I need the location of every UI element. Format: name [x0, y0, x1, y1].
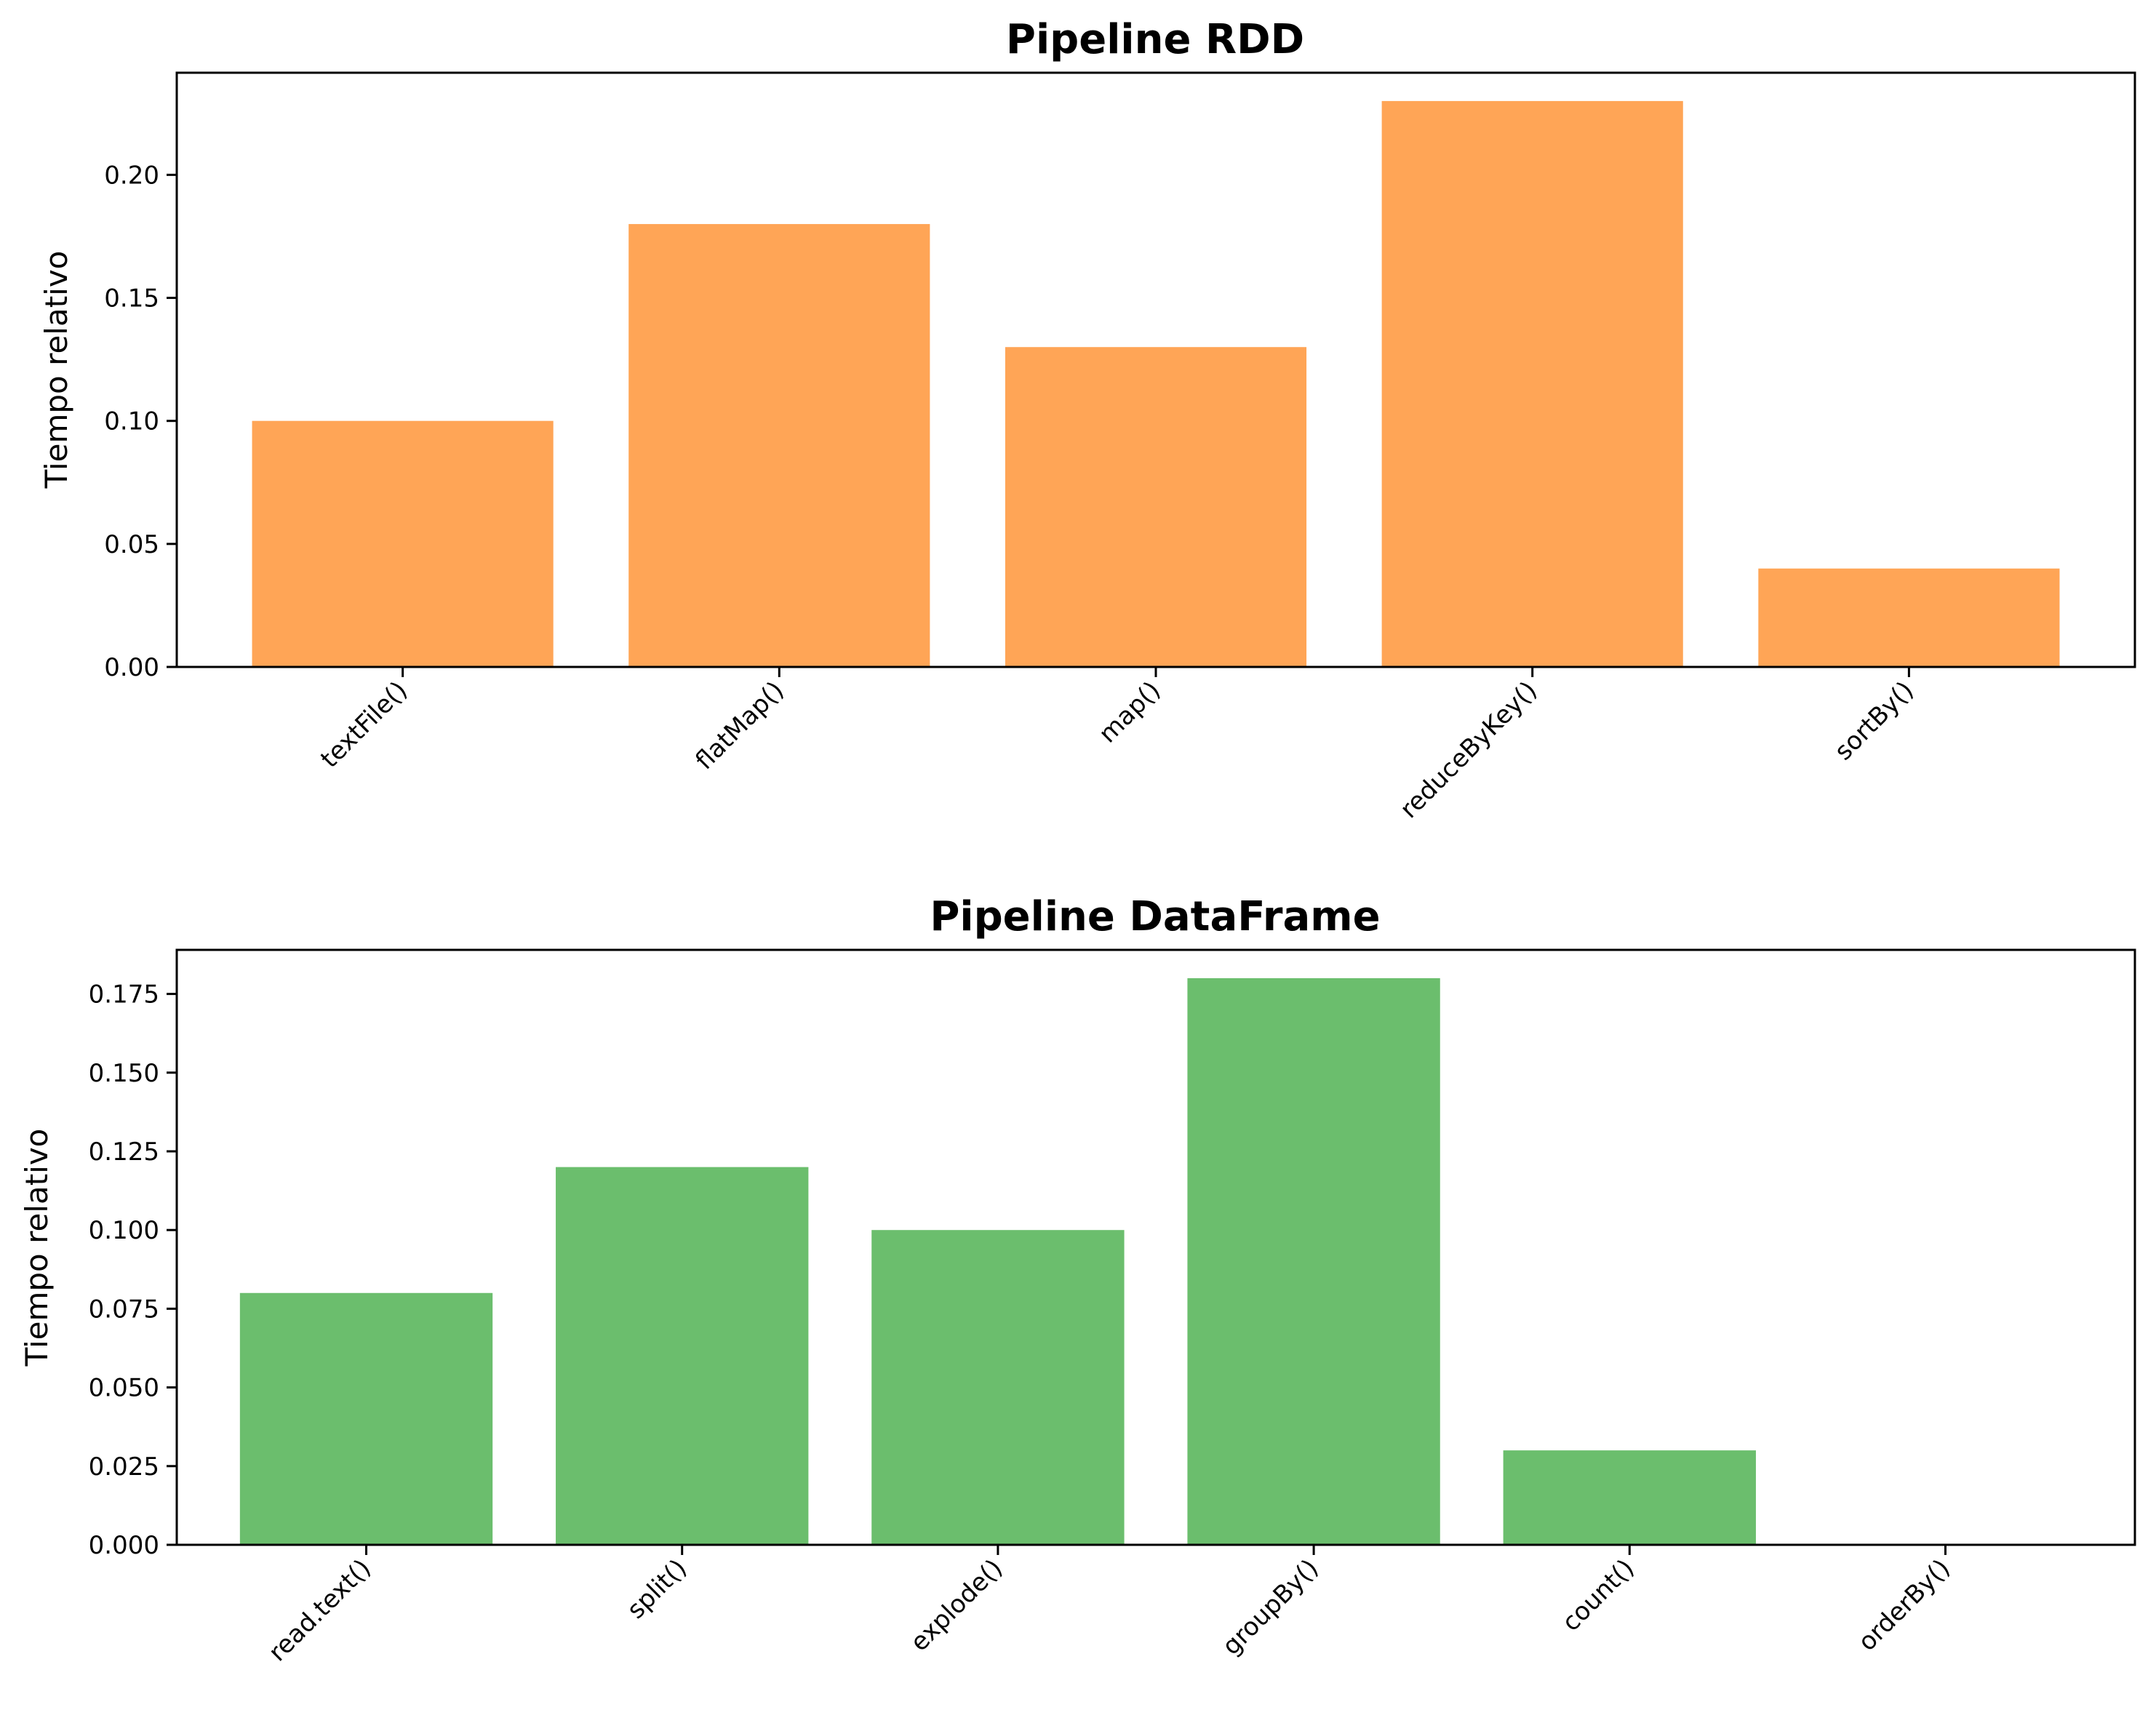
y-tick-label: 0.00	[104, 653, 159, 682]
bar-group	[252, 100, 2060, 667]
bar	[1381, 100, 1683, 667]
y-tick-label: 0.20	[104, 161, 159, 190]
y-tick-label: 0.025	[89, 1452, 159, 1482]
y-tick-label: 0.150	[89, 1059, 159, 1088]
chart-pipeline-rdd: Pipeline RDD Tiempo relativo 0.00 0.05 0.1…	[39, 16, 2136, 824]
bar	[556, 1167, 809, 1545]
y-tick-label: 0.05	[104, 530, 159, 559]
y-tick-label: 0.075	[89, 1295, 159, 1324]
y-axis-ticks: 0.000 0.025 0.050 0.075 0.100 0.125 0.150 0.175	[89, 980, 177, 1560]
y-tick-label: 0.100	[89, 1216, 159, 1245]
bar	[1005, 347, 1307, 667]
bar	[252, 420, 554, 667]
y-axis-label: Tiempo relativo	[39, 251, 74, 489]
bar	[239, 1292, 493, 1545]
bar	[1503, 1450, 1756, 1545]
y-axis-label: Tiempo relativo	[19, 1129, 55, 1367]
y-tick-label: 0.125	[89, 1138, 159, 1167]
y-tick-label: 0.15	[104, 284, 159, 313]
svg-text:Tiempo relativo: Tiempo relativo	[19, 1129, 55, 1367]
chart-title: Pipeline DataFrame	[930, 893, 1380, 940]
y-tick-label: 0.050	[89, 1374, 159, 1403]
y-axis-ticks: 0.00 0.05 0.10 0.15 0.20	[104, 161, 177, 682]
y-tick-label: 0.000	[89, 1531, 159, 1560]
chart-title: Pipeline RDD	[1006, 16, 1304, 63]
bar	[628, 224, 930, 667]
y-tick-label: 0.10	[104, 407, 159, 436]
plot-frame	[175, 948, 2136, 1546]
y-tick-label: 0.175	[89, 980, 159, 1010]
plot-frame	[175, 71, 2136, 668]
bar	[1758, 568, 2060, 667]
svg-text:Tiempo relativo: Tiempo relativo	[39, 251, 74, 489]
bar	[871, 1230, 1125, 1545]
bar-group	[239, 978, 1756, 1545]
bar	[1187, 978, 1440, 1545]
